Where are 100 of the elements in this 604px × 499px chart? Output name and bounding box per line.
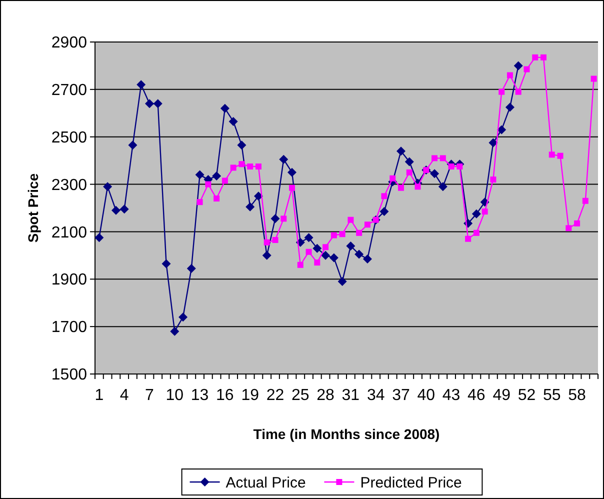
x-tick-label: 7: [145, 387, 154, 404]
point: [482, 208, 488, 215]
x-tick-label: 4: [120, 387, 129, 404]
x-tick-label: 46: [468, 387, 486, 404]
point: [532, 54, 538, 60]
point: [212, 171, 222, 180]
point: [364, 222, 370, 228]
legend-label: Actual Price: [226, 474, 306, 492]
point: [473, 230, 480, 236]
point: [289, 184, 296, 191]
point: [414, 184, 421, 190]
x-tick-label: 40: [417, 387, 436, 404]
point: [582, 198, 588, 204]
point: [406, 169, 412, 176]
x-tick-label: 55: [542, 387, 561, 404]
x-tick-label: 52: [518, 387, 536, 404]
point: [220, 104, 230, 113]
point: [280, 216, 287, 222]
point: [111, 206, 120, 215]
point: [103, 182, 112, 192]
x-tick-label: 13: [190, 387, 209, 404]
point: [488, 138, 498, 148]
point: [497, 125, 506, 134]
x-tick-label: 34: [366, 387, 385, 404]
x-axis-title: Time (in Months since 2008): [253, 426, 440, 442]
point: [432, 155, 438, 162]
point: [205, 181, 212, 188]
point: [557, 152, 564, 159]
point: [472, 209, 481, 218]
point: [247, 164, 254, 170]
point: [430, 169, 440, 178]
point: [288, 168, 297, 177]
point: [329, 253, 338, 262]
point: [128, 140, 138, 150]
point: [540, 54, 547, 60]
x-tick-label: 28: [316, 387, 335, 404]
point: [390, 175, 396, 182]
point: [136, 80, 146, 90]
point: [262, 250, 272, 260]
point: [321, 250, 330, 260]
y-tick-label: 1500: [51, 366, 88, 384]
x-tick-label: 16: [216, 387, 234, 404]
point: [438, 182, 448, 192]
point: [354, 250, 364, 259]
point: [195, 170, 204, 180]
point: [312, 244, 322, 253]
x-tick-label: 10: [166, 387, 184, 404]
point: [186, 264, 196, 273]
point: [566, 225, 572, 232]
point: [590, 76, 597, 82]
point: [381, 193, 388, 200]
point: [524, 66, 530, 72]
x-tick-label: 31: [342, 387, 360, 404]
point: [498, 88, 505, 95]
point: [490, 176, 496, 183]
point: [144, 99, 154, 108]
point: [362, 254, 372, 264]
point: [170, 326, 180, 336]
x-tick-label: 19: [241, 387, 260, 404]
point: [297, 262, 304, 268]
point: [196, 199, 203, 206]
x-tick-label: 37: [392, 387, 410, 404]
x-tick-label: 43: [442, 387, 460, 404]
point: [254, 192, 263, 201]
point: [178, 312, 188, 322]
point: [230, 164, 236, 171]
point: [279, 154, 288, 164]
point: [330, 232, 337, 238]
point: [514, 61, 523, 70]
point: [246, 202, 255, 212]
point: [228, 116, 238, 126]
point: [465, 236, 472, 242]
point: [214, 196, 220, 202]
point: [237, 140, 246, 150]
legend-label: Predicted Price: [360, 474, 462, 492]
point: [255, 164, 262, 170]
point: [162, 259, 171, 268]
point: [348, 216, 354, 223]
point: [153, 99, 162, 108]
point: [398, 184, 404, 191]
point: [264, 239, 270, 246]
point: [346, 241, 356, 250]
point: [574, 220, 580, 226]
point: [304, 233, 314, 242]
point: [515, 88, 522, 95]
point: [94, 233, 104, 242]
point: [448, 164, 454, 170]
y-tick-label: 2300: [51, 176, 88, 194]
point: [456, 164, 463, 170]
point: [356, 230, 362, 236]
point: [404, 157, 414, 166]
point: [222, 178, 228, 184]
y-axis-title: Spot Price: [25, 173, 41, 243]
point: [396, 146, 406, 156]
x-tick-label: 22: [266, 387, 284, 404]
y-tick-label: 2900: [51, 34, 88, 52]
point: [380, 207, 389, 216]
y-tick-label: 2500: [51, 129, 88, 146]
x-tick-label: 1: [94, 387, 104, 404]
point: [338, 277, 347, 286]
